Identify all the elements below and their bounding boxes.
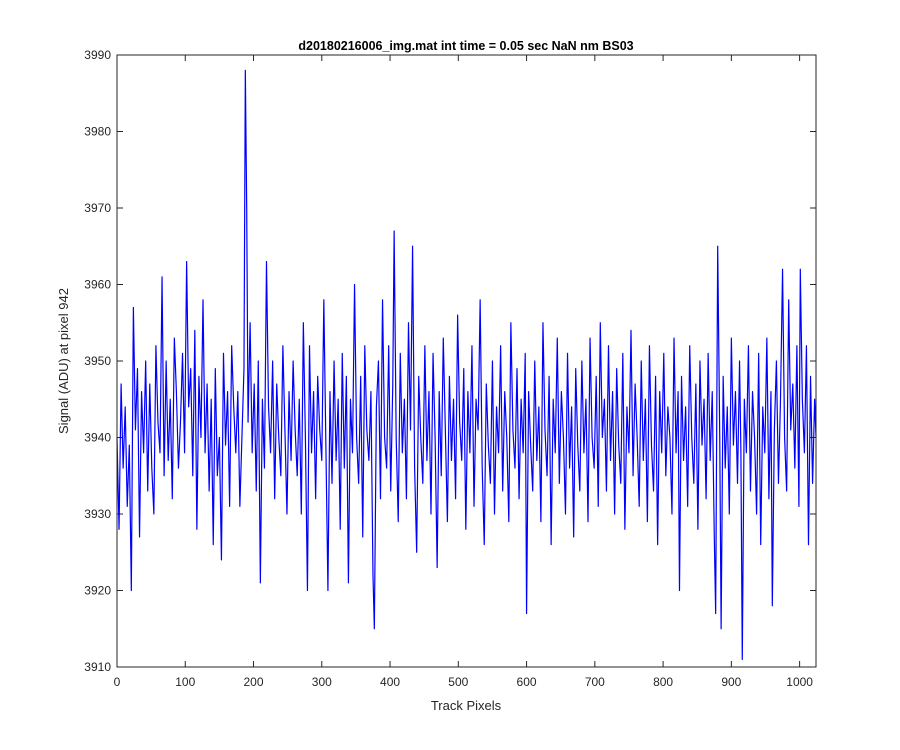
x-tick-label: 400: [380, 675, 400, 689]
x-tick-label: 100: [175, 675, 195, 689]
plot-frame: [116, 54, 817, 668]
x-tick-label: 500: [448, 675, 468, 689]
plot-area: [117, 55, 816, 667]
y-tick-label: 3960: [84, 278, 111, 292]
y-tick-label: 3980: [84, 125, 111, 139]
x-tick-label: 800: [653, 675, 673, 689]
x-tick-label: 1000: [786, 675, 813, 689]
x-tick-label: 200: [244, 675, 264, 689]
x-tick-label: 300: [312, 675, 332, 689]
chart-title: d20180216006_img.mat int time = 0.05 sec…: [298, 39, 633, 53]
x-tick-label: 0: [114, 675, 121, 689]
x-tick-label: 900: [721, 675, 741, 689]
x-tick-label: 600: [517, 675, 537, 689]
y-tick-label: 3990: [84, 48, 111, 62]
series-line: [116, 69, 817, 660]
y-tick-label: 3930: [84, 507, 111, 521]
x-axis-label: Track Pixels: [431, 698, 502, 713]
y-tick-label: 3920: [84, 584, 111, 598]
y-axis-label: Signal (ADU) at pixel 942: [56, 288, 71, 434]
x-tick-label: 700: [585, 675, 605, 689]
y-tick-label: 3950: [84, 354, 111, 368]
y-tick-label: 3970: [84, 201, 111, 215]
y-tick-label: 3910: [84, 660, 111, 674]
x-axis: 0 100 200 300 400 500 600 700 800 900 1000: [114, 55, 813, 689]
y-axis: 3910 3920 3930 3940 3950 3960 3970 3980 3990: [84, 48, 816, 674]
y-tick-label: 3940: [84, 431, 111, 445]
